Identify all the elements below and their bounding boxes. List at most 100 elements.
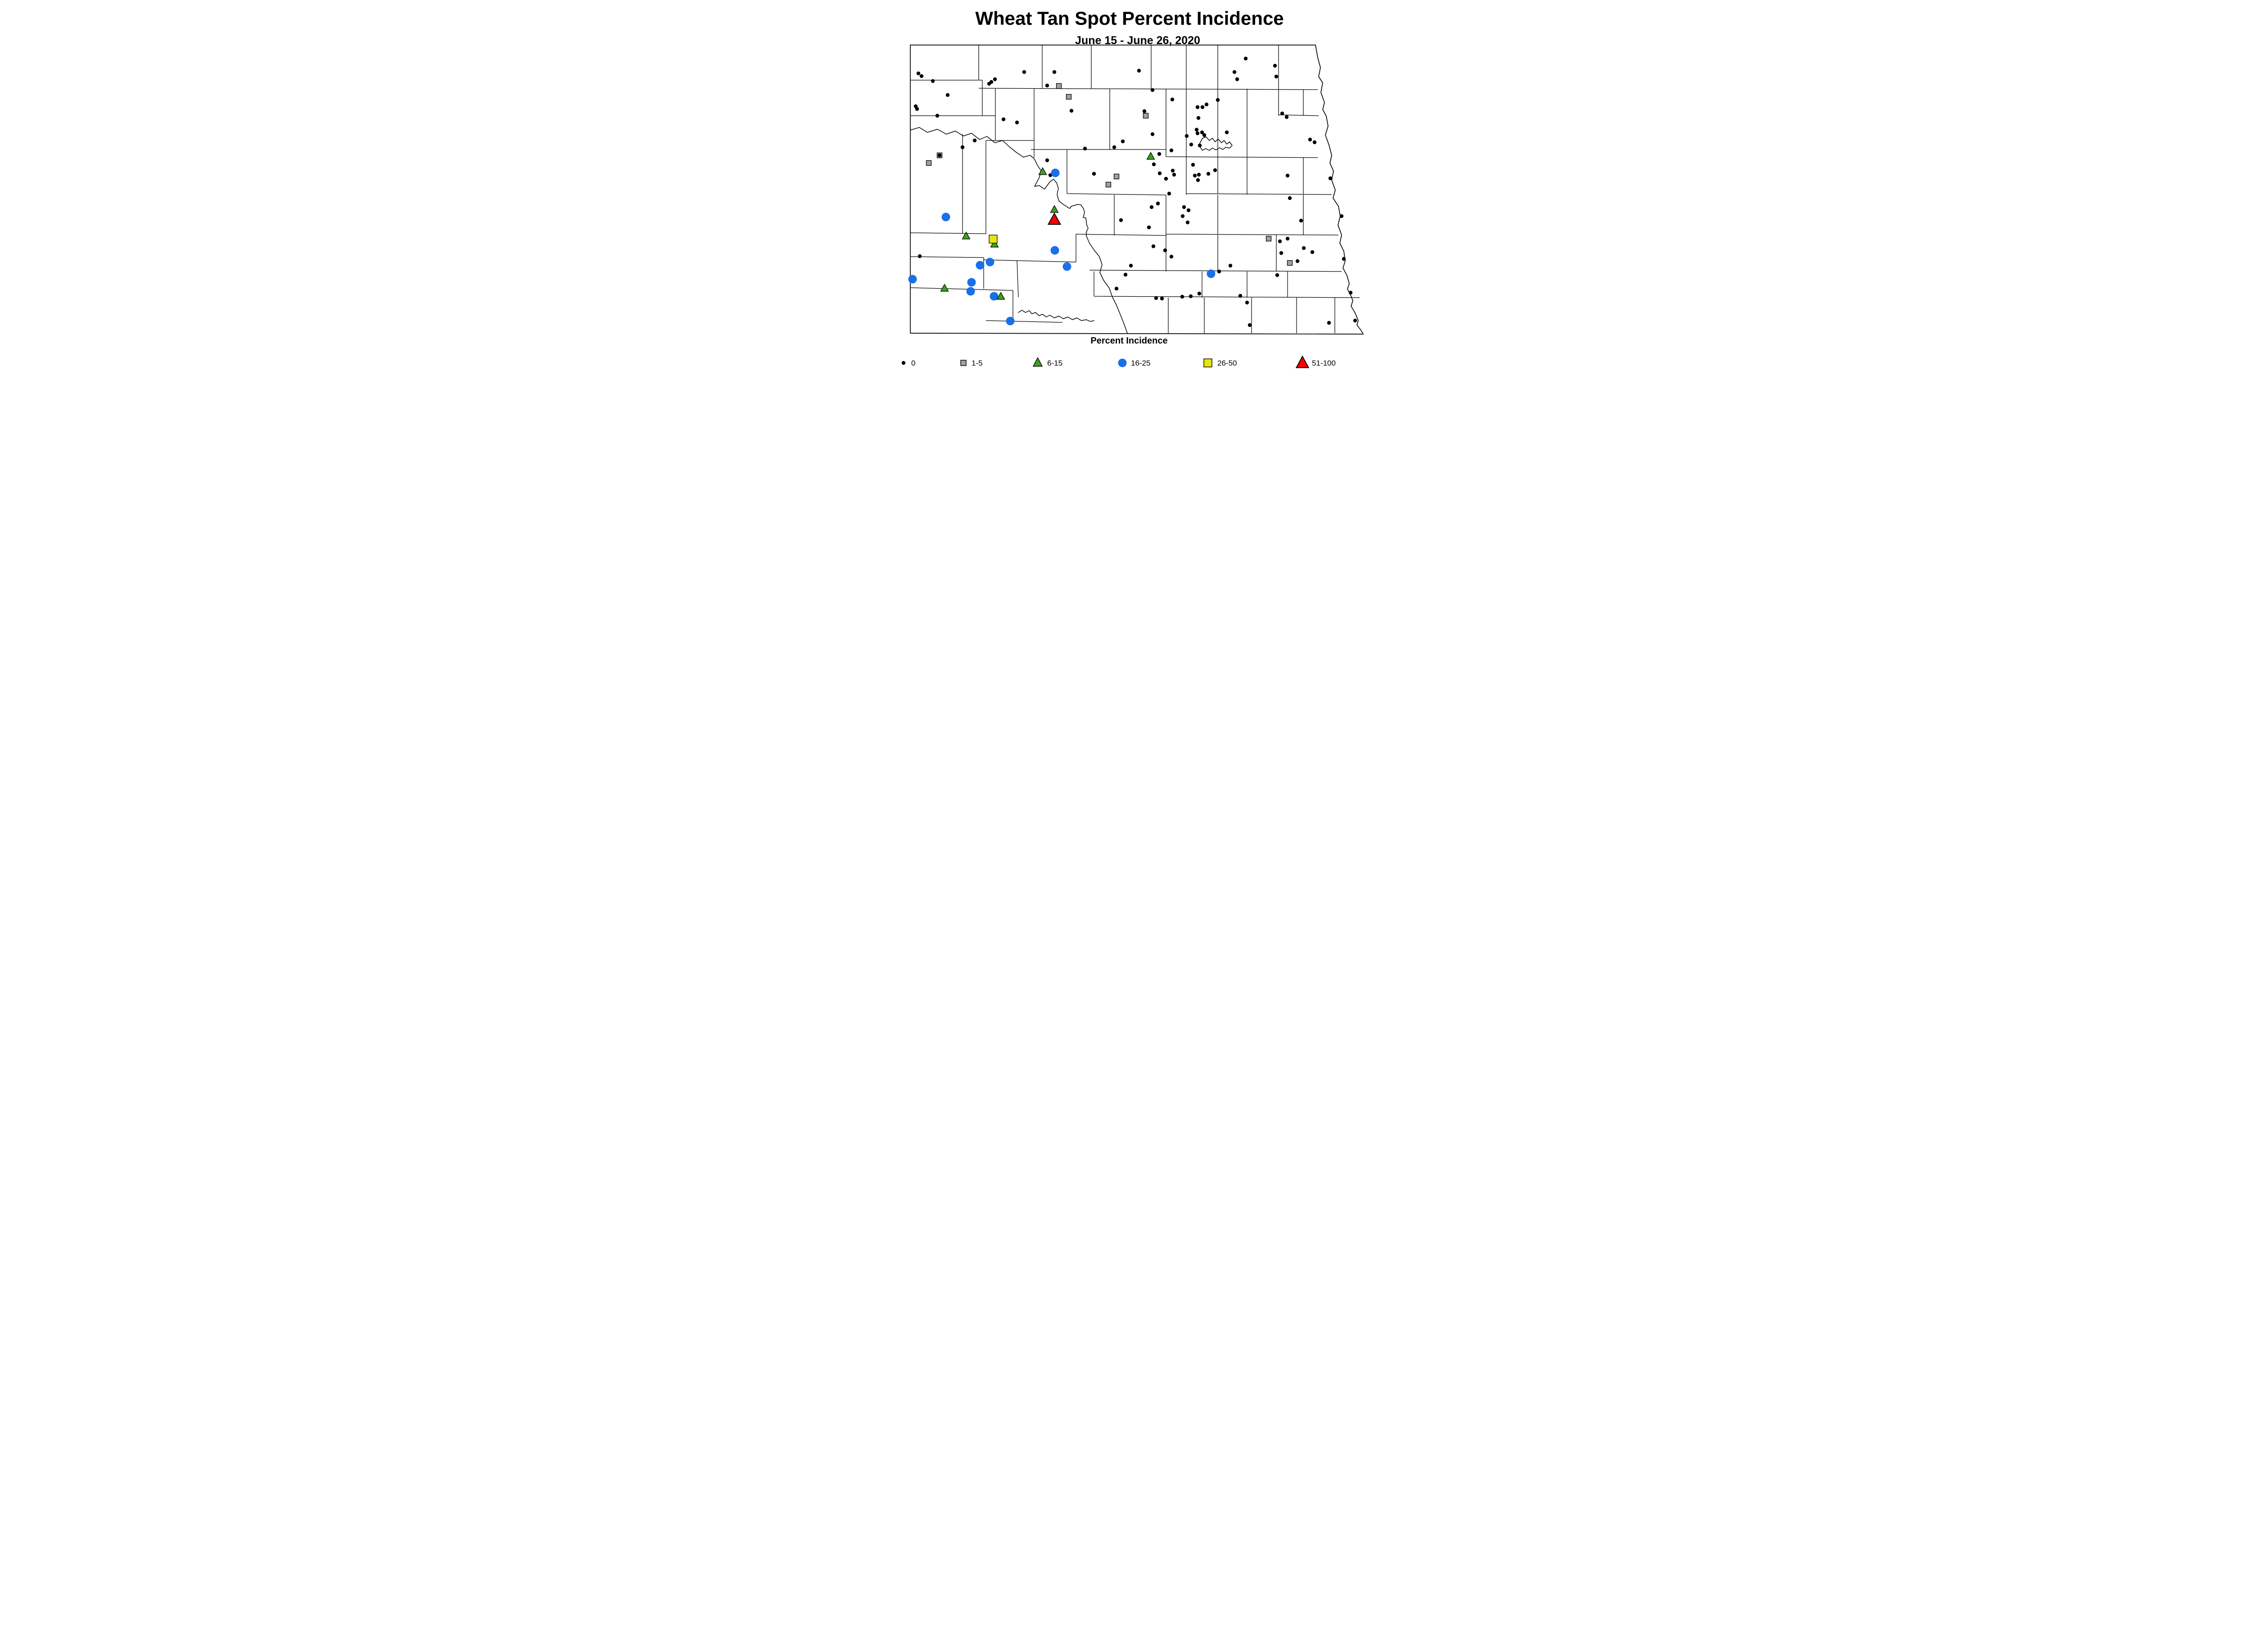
black-dot-icon [901,361,906,365]
map-canvas: Wheat Tan Spot Percent Incidence June 15… [901,8,1364,368]
map-point-0 [1195,105,1200,109]
map-point-0 [1123,272,1128,277]
map-point-0 [1275,273,1279,277]
map-point-1-5 [1287,260,1293,266]
map-point-6-15 [1146,152,1155,160]
map-point-0 [1180,294,1184,299]
map-point-0 [1180,214,1185,218]
map-point-1-5 [1066,94,1072,100]
state-border [910,45,1364,335]
map-point-0 [1154,296,1158,300]
missouri-river [910,127,1128,334]
map-point-1-5 [926,160,932,166]
map-point-0 [1225,130,1229,135]
map-point-16-25 [976,261,985,270]
map-point-51-100 [1047,212,1062,225]
map-point-0 [1198,143,1202,148]
map-point-0 [916,71,921,76]
map-point-0 [1200,105,1205,109]
map-point-0 [1302,246,1306,250]
legend-title: Percent Incidence [1090,336,1167,346]
map-point-0 [1204,102,1209,107]
map-point-0 [1248,323,1252,327]
map-point-16-25 [908,275,917,284]
map-point-0 [1348,290,1353,295]
map-point-0 [1157,171,1162,176]
map-point-16-25 [1062,262,1071,271]
map-point-16-25 [966,287,975,296]
map-point-0 [1156,201,1160,206]
map-point-0 [918,254,922,258]
map-point-0 [1274,74,1279,79]
map-point-1-5 [1266,235,1272,242]
map-point-0 [1280,111,1284,116]
map-point-0 [1228,263,1233,268]
map-point-0 [1137,68,1141,73]
map-point-0 [1339,214,1344,218]
map-point-0 [1312,140,1317,145]
map-point-0 [1284,115,1289,119]
map-point-0 [1169,148,1174,153]
map-point-0 [1299,218,1303,223]
map-point-0 [1308,137,1312,142]
map-point-0 [960,145,965,149]
map-point-0 [937,153,942,158]
legend-item-51-100: 51-100 [1295,355,1336,368]
legend-label: 6-15 [1047,359,1062,367]
map-point-0 [919,74,924,78]
map-point-0 [1015,120,1019,125]
legend-label: 26-50 [1217,359,1237,367]
map-point-0 [1295,259,1300,263]
blue-circle-icon [1118,358,1127,367]
map-point-0 [1172,172,1176,177]
map-point-1-5 [1143,113,1149,119]
map-point-0 [1147,225,1151,230]
map-point-0 [1163,248,1167,253]
map-point-0 [1213,168,1217,172]
map-point-0 [1278,239,1282,244]
legend-label: 0 [911,359,915,367]
map-point-0 [1152,162,1156,167]
map-point-0 [1182,205,1186,209]
map-point-0 [1288,196,1292,200]
map-point-0 [1186,208,1191,213]
map-point-0 [1189,142,1193,147]
page-title: Wheat Tan Spot Percent Incidence [975,8,1284,29]
map-point-0 [1342,257,1346,261]
map-point-0 [1189,294,1193,299]
map-point-0 [1171,168,1175,173]
map-point-0 [989,80,994,84]
map-point-16-25 [985,258,994,267]
legend-label: 51-100 [1312,359,1336,367]
map-point-0 [1160,296,1164,301]
map-point-0 [1185,220,1190,225]
map-point-16-25 [1006,317,1015,326]
map-point-1-5 [1056,83,1062,89]
map-point-16-25 [1050,246,1059,255]
map-point-16-25 [1051,168,1060,177]
map-point-0 [1310,250,1315,254]
legend-label: 1-5 [972,359,983,367]
map-point-0 [1279,251,1284,255]
map-point-0 [1273,63,1277,68]
map-point-0 [1119,218,1123,222]
gray-square-icon [960,360,967,366]
map-point-0 [1169,254,1174,259]
map-point-6-15 [940,284,949,292]
map-point-0 [1001,117,1006,122]
map-point-0 [1328,176,1333,181]
map-point-0 [1196,116,1201,120]
map-point-0 [1167,191,1171,196]
map-page: Wheat Tan Spot Percent Incidence June 15… [779,0,1472,372]
map-point-0 [1200,130,1204,135]
map-point-0 [1164,177,1168,181]
map-point-0 [1150,132,1155,136]
map-point-0 [1243,56,1248,61]
series-16-25 [908,168,1216,326]
map-point-0 [1069,109,1074,113]
map-point-0 [1245,300,1249,305]
map-point-0 [1197,172,1201,177]
map-point-0 [972,138,977,143]
map-point-0 [931,79,935,83]
map-point-0 [1151,244,1156,249]
